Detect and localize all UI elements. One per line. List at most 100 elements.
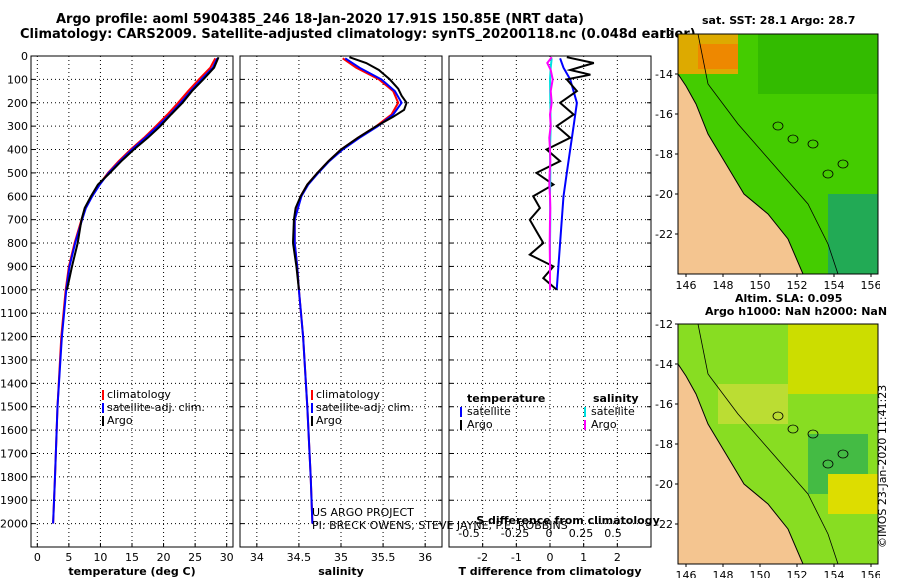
x-tick-label: 20 (157, 551, 171, 564)
title-line-1: Argo profile: aoml 5904385_246 18-Jan-20… (56, 12, 584, 27)
y-tick-label: 500 (7, 167, 28, 180)
map-lat-label: -20 (655, 188, 673, 201)
map-high-patch (788, 324, 878, 394)
y-tick-label: 700 (7, 214, 28, 227)
x-tick-label: 34.5 (287, 551, 312, 564)
y-tick-label: 1800 (0, 471, 28, 484)
map-lat-label: -16 (655, 398, 673, 411)
x-axis-label: T difference from climatology (458, 565, 641, 578)
sla-map: -12 -14 -16 -18 -20 -22 146 148 150 152 154 156 (655, 318, 880, 578)
profile-charts: 0100200300400500600700800900100011001200… (0, 50, 660, 578)
y-tick-label: 600 (7, 190, 28, 203)
map-lon-label: 154 (824, 279, 845, 292)
sla-map-title-1: Altim. SLA: 0.095 (735, 292, 843, 305)
map-lon-label: 150 (750, 279, 771, 292)
map-lon-label: 152 (787, 569, 808, 578)
map-lat-label: -14 (655, 68, 673, 81)
map-lon-label: 156 (861, 569, 881, 578)
x-tick-label: 36 (418, 551, 432, 564)
x-tick-label: 35 (334, 551, 348, 564)
x-tick-label: 15 (125, 551, 139, 564)
map-lon-label: 146 (676, 279, 697, 292)
x-tick-label: 0 (34, 551, 41, 564)
legend-entry: Argo (591, 418, 617, 431)
series-line-argo (66, 56, 220, 291)
y-tick-label: 1200 (0, 331, 28, 344)
sst-map: -12 -14 -16 -18 -20 -22 146 148 150 152 154 156 (655, 28, 880, 292)
series-line-t-satellite (555, 57, 578, 290)
y-tick-label: 300 (7, 120, 28, 133)
sst-map-title: sat. SST: 28.1 Argo: 28.7 (702, 14, 856, 27)
map-reef (787, 134, 799, 144)
legend-entry: satellite-adj. clim. (316, 401, 414, 414)
map-reef (822, 459, 834, 469)
legend-entry: satellite (467, 405, 511, 418)
x-tick-label: 2 (614, 551, 621, 564)
map-lon-label: 146 (676, 569, 697, 578)
y-tick-label: 1500 (0, 401, 28, 414)
y-tick-label: 0 (21, 50, 28, 63)
difference-panel: -2 -1 0 1 2T difference from climatology temp… (448, 55, 660, 578)
temperature-panel: 0100200300400500600700800900100011001200… (0, 50, 234, 578)
legend-temp-title: temperature (467, 392, 545, 405)
y-tick-label: 400 (7, 144, 28, 157)
legend-entry: Argo (467, 418, 493, 431)
map-lon-label: 148 (713, 569, 734, 578)
map-plot: -12 -14 -16 -18 -20 -22 146 148 150 152 154 156 (655, 318, 880, 578)
top-x-tick-label: 0.25 (569, 527, 594, 540)
y-tick-label: 100 (7, 73, 28, 86)
map-reef (772, 121, 784, 131)
x-tick-label: 34 (250, 551, 264, 564)
legend-entry: satellite-adj. clim. (107, 401, 205, 414)
credit-project: US ARGO PROJECT (312, 506, 414, 519)
series-line-climatology (52, 57, 217, 524)
top-x-axis-label: S difference from climatology (476, 514, 660, 527)
map-plot: -12 -14 -16 -18 -20 -22 146 148 150 152 154 156 (655, 28, 880, 292)
map-shelf-contour (697, 33, 839, 275)
legend-entry: climatology (107, 388, 171, 401)
x-axis-label: salinity (318, 565, 364, 578)
map-lon-label: 152 (787, 279, 808, 292)
map-mid-patch (718, 384, 788, 424)
y-tick-label: 800 (7, 237, 28, 250)
x-axis-label: temperature (deg C) (68, 565, 195, 578)
map-mid-patch (758, 34, 878, 94)
map-reef (822, 169, 834, 179)
map-high-patch-2 (828, 474, 878, 514)
top-x-tick-label: 0 (546, 527, 553, 540)
panel-frame (239, 55, 443, 548)
map-lon-label: 148 (713, 279, 734, 292)
legend-sal-title: salinity (593, 392, 639, 405)
map-shelf-contour (697, 323, 839, 565)
x-tick-label: -1 (511, 551, 522, 564)
map-lat-label: -12 (655, 318, 673, 331)
y-tick-label: 1300 (0, 354, 28, 367)
legend-entry: climatology (316, 388, 380, 401)
series-line-t-argo (528, 56, 595, 291)
map-reef (787, 424, 799, 434)
map-lat-label: -16 (655, 108, 673, 121)
series-line-argo (291, 56, 408, 290)
top-x-tick-label: -0.5 (458, 527, 479, 540)
map-lat-label: -20 (655, 478, 673, 491)
map-hot-patch (698, 44, 738, 69)
legend-entry: Argo (107, 414, 133, 427)
map-cool-patch (828, 194, 878, 274)
top-x-tick-label: 0.5 (604, 527, 622, 540)
map-reef (837, 449, 849, 459)
legend-entry: satellite (591, 405, 635, 418)
top-x-tick-label: -0.25 (501, 527, 529, 540)
x-tick-label: 35.5 (371, 551, 396, 564)
series-line-s-argo (546, 56, 554, 290)
x-tick-label: 0 (547, 551, 554, 564)
y-tick-label: 1100 (0, 307, 28, 320)
legend-entry: Argo (316, 414, 342, 427)
y-tick-label: 1400 (0, 377, 28, 390)
x-tick-label: 5 (65, 551, 72, 564)
map-reef (772, 411, 784, 421)
x-tick-label: 30 (220, 551, 234, 564)
map-lon-label: 156 (861, 279, 881, 292)
y-tick-label: 900 (7, 260, 28, 273)
y-tick-label: 1000 (0, 284, 28, 297)
